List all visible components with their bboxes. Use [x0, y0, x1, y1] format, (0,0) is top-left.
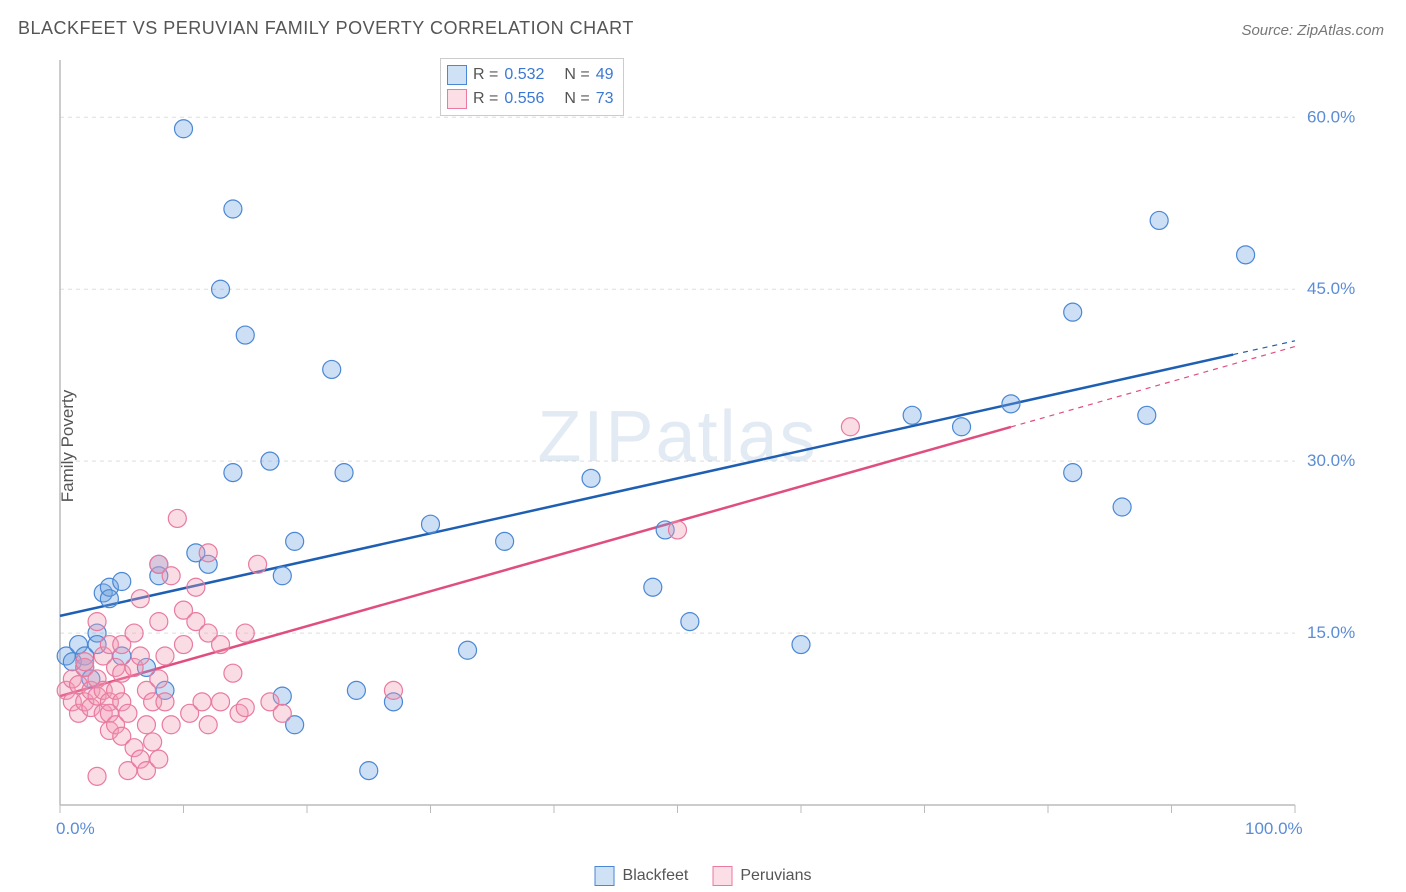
legend-item: Peruvians — [712, 866, 811, 886]
data-point — [236, 699, 254, 717]
data-point — [249, 555, 267, 573]
stat-r-label: R = — [473, 66, 498, 84]
regression-line-extrapolated — [1233, 341, 1295, 355]
data-point — [1002, 395, 1020, 413]
stats-legend-box: R = 0.532 N = 49 R = 0.556 N = 73 — [440, 58, 624, 116]
stats-legend-row: R = 0.532 N = 49 — [447, 63, 613, 87]
stat-n-label: N = — [564, 66, 589, 84]
source-attribution: Source: ZipAtlas.com — [1241, 22, 1384, 39]
chart-title: BLACKFEET VS PERUVIAN FAMILY POVERTY COR… — [18, 18, 634, 39]
data-point — [236, 326, 254, 344]
chart-container: BLACKFEET VS PERUVIAN FAMILY POVERTY COR… — [0, 0, 1406, 892]
y-tick-label: 15.0% — [1307, 623, 1355, 642]
data-point — [88, 613, 106, 631]
stats-legend-row: R = 0.556 N = 73 — [447, 87, 613, 111]
data-point — [175, 636, 193, 654]
data-point — [273, 704, 291, 722]
regression-line — [60, 355, 1233, 616]
data-point — [792, 636, 810, 654]
data-point — [582, 469, 600, 487]
data-point — [113, 573, 131, 591]
stat-n-value: 73 — [596, 90, 614, 108]
legend-swatch — [712, 866, 732, 886]
x-origin-label: 0.0% — [56, 819, 95, 839]
data-point — [193, 693, 211, 711]
data-point — [162, 716, 180, 734]
data-point — [681, 613, 699, 631]
data-point — [347, 681, 365, 699]
data-point — [144, 733, 162, 751]
data-point — [1113, 498, 1131, 516]
data-point — [1064, 303, 1082, 321]
data-point — [168, 509, 186, 527]
x-end-label: 100.0% — [1245, 819, 1303, 839]
data-point — [1064, 464, 1082, 482]
legend-swatch — [447, 65, 467, 85]
data-point — [384, 681, 402, 699]
y-tick-label: 45.0% — [1307, 279, 1355, 298]
data-point — [841, 418, 859, 436]
scatter-svg: 15.0% 30.0% 45.0% 60.0% ZIPatlas — [55, 55, 1385, 840]
y-tick-label: 30.0% — [1307, 451, 1355, 470]
data-point — [273, 567, 291, 585]
data-point — [212, 280, 230, 298]
data-point — [156, 693, 174, 711]
data-point — [199, 716, 217, 734]
data-point — [187, 578, 205, 596]
data-point — [150, 670, 168, 688]
data-point — [224, 200, 242, 218]
legend-swatch — [595, 866, 615, 886]
data-point — [162, 567, 180, 585]
data-point — [156, 647, 174, 665]
stat-r-value: 0.532 — [504, 66, 558, 84]
data-point — [236, 624, 254, 642]
legend-label: Peruvians — [740, 867, 811, 885]
data-point — [175, 120, 193, 138]
watermark-text: ZIPatlas — [537, 397, 817, 477]
data-point — [131, 590, 149, 608]
data-point — [224, 464, 242, 482]
legend-item: Blackfeet — [595, 866, 689, 886]
data-point — [1138, 406, 1156, 424]
series-legend: Blackfeet Peruvians — [595, 866, 812, 886]
data-point — [1150, 211, 1168, 229]
data-point — [1237, 246, 1255, 264]
data-point — [212, 636, 230, 654]
data-point — [88, 767, 106, 785]
data-point — [119, 704, 137, 722]
data-point — [459, 641, 477, 659]
stat-n-label: N = — [564, 90, 589, 108]
data-point — [323, 360, 341, 378]
data-point — [669, 521, 687, 539]
data-point — [496, 532, 514, 550]
data-point — [360, 762, 378, 780]
data-point — [286, 532, 304, 550]
data-point — [76, 653, 94, 671]
data-point — [903, 406, 921, 424]
data-point — [261, 452, 279, 470]
y-tick-label: 60.0% — [1307, 107, 1355, 126]
data-point — [150, 613, 168, 631]
data-point — [644, 578, 662, 596]
plot-area: 15.0% 30.0% 45.0% 60.0% ZIPatlas — [55, 55, 1385, 840]
stat-r-value: 0.556 — [504, 90, 558, 108]
stat-r-label: R = — [473, 90, 498, 108]
data-point — [150, 750, 168, 768]
legend-swatch — [447, 89, 467, 109]
data-point — [422, 515, 440, 533]
data-point — [224, 664, 242, 682]
data-point — [137, 716, 155, 734]
data-point — [100, 590, 118, 608]
data-point — [335, 464, 353, 482]
data-point — [199, 544, 217, 562]
stat-n-value: 49 — [596, 66, 614, 84]
data-point — [212, 693, 230, 711]
data-point — [125, 624, 143, 642]
legend-label: Blackfeet — [623, 867, 689, 885]
data-point — [131, 647, 149, 665]
data-point — [953, 418, 971, 436]
